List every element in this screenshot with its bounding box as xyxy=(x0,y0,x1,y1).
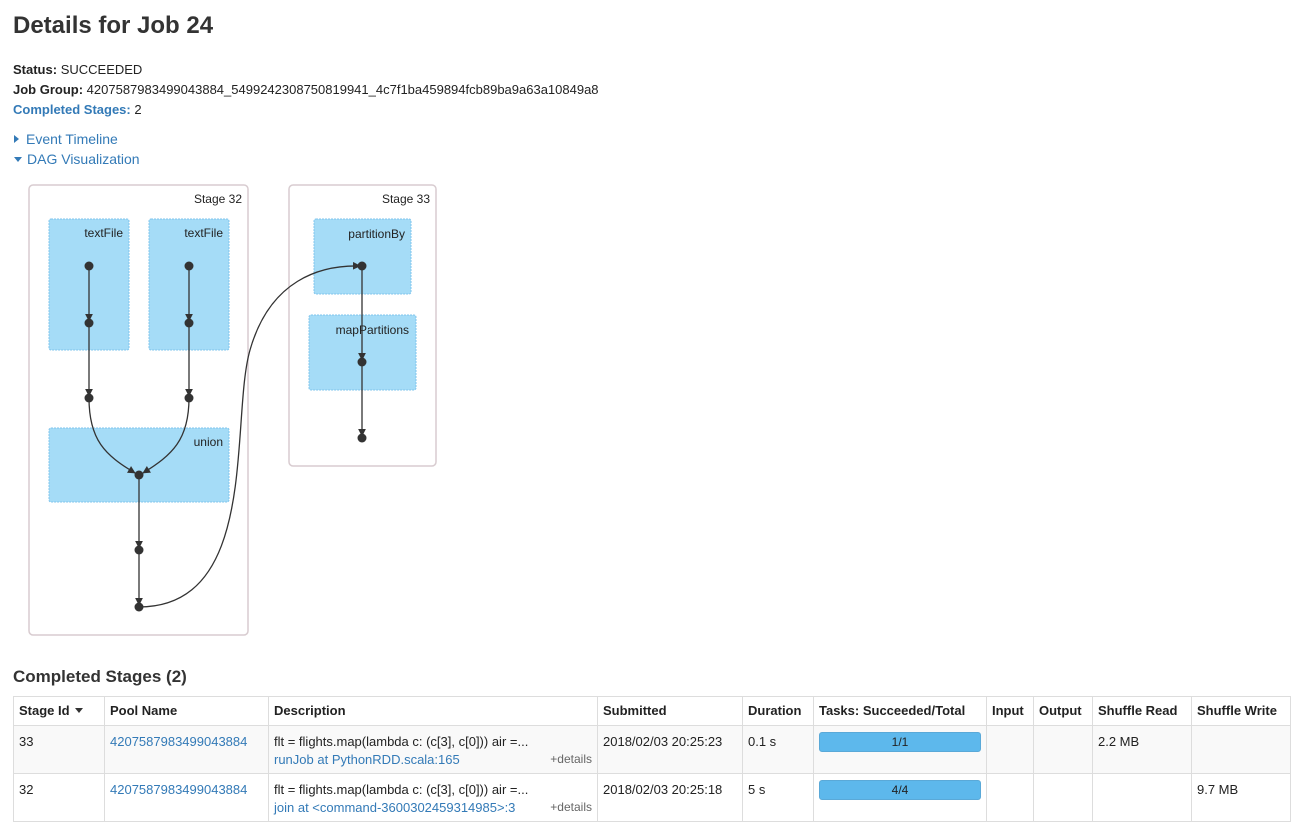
stage-32-label: Stage 32 xyxy=(194,192,242,206)
completed-stages-link[interactable]: Completed Stages: xyxy=(13,102,131,117)
job-group-line: Job Group: 4207587983499043884_549924230… xyxy=(13,82,599,98)
input-cell xyxy=(986,725,1034,774)
shuffle-write-cell: 9.7 MB xyxy=(1191,773,1291,822)
col-shuffle-read[interactable]: Shuffle Read xyxy=(1092,696,1192,726)
col-submitted[interactable]: Submitted xyxy=(597,696,743,726)
dag-visualization-toggle[interactable]: DAG Visualization xyxy=(14,151,140,167)
output-cell xyxy=(1033,725,1093,774)
completed-stages-value: 2 xyxy=(134,102,142,117)
stage-33-label: Stage 33 xyxy=(382,192,430,206)
table-header-row: Stage Id Pool Name Description Submitted… xyxy=(13,696,1291,726)
submitted-cell: 2018/02/03 20:25:23 xyxy=(597,725,743,774)
description-cell: flt = flights.map(lambda c: (c[3], c[0])… xyxy=(268,725,598,774)
tasks-progress-bar: 4/4 xyxy=(819,780,981,800)
description-cell: flt = flights.map(lambda c: (c[3], c[0])… xyxy=(268,773,598,822)
col-shuffle-write[interactable]: Shuffle Write xyxy=(1191,696,1291,726)
pool-name-link[interactable]: 4207587983499043884 xyxy=(110,782,248,797)
shuffle-read-cell xyxy=(1092,773,1192,822)
tasks-cell: 4/4 xyxy=(813,773,987,822)
status-line: Status: SUCCEEDED xyxy=(13,62,142,78)
stage-call-link[interactable]: runJob at PythonRDD.scala:165 xyxy=(274,752,460,767)
dag-visualization-label: DAG Visualization xyxy=(27,151,140,167)
col-pool-name[interactable]: Pool Name xyxy=(104,696,269,726)
description-text: flt = flights.map(lambda c: (c[3], c[0])… xyxy=(274,734,529,749)
table-row: 32 4207587983499043884 flt = flights.map… xyxy=(13,773,1291,822)
job-group-value: 4207587983499043884_5499242308750819941_… xyxy=(86,82,599,97)
tasks-progress-bar: 1/1 xyxy=(819,732,981,752)
tasks-cell: 1/1 xyxy=(813,725,987,774)
duration-cell: 0.1 s xyxy=(742,725,814,774)
col-description[interactable]: Description xyxy=(268,696,598,726)
pool-name-cell: 4207587983499043884 xyxy=(104,773,269,822)
col-tasks[interactable]: Tasks: Succeeded/Total xyxy=(813,696,987,726)
caret-down-icon xyxy=(14,157,22,162)
dag-points xyxy=(84,261,367,612)
details-toggle[interactable]: +details xyxy=(550,752,592,766)
completed-stages-heading: Completed Stages (2) xyxy=(13,667,187,686)
stage-id-cell: 33 xyxy=(13,725,105,774)
col-input[interactable]: Input xyxy=(986,696,1034,726)
caret-right-icon xyxy=(14,135,19,143)
submitted-cell: 2018/02/03 20:25:18 xyxy=(597,773,743,822)
completed-stages-line: Completed Stages: 2 xyxy=(13,102,142,118)
col-output[interactable]: Output xyxy=(1033,696,1093,726)
duration-cell: 5 s xyxy=(742,773,814,822)
stage-id-cell: 32 xyxy=(13,773,105,822)
stages-table: Stage Id Pool Name Description Submitted… xyxy=(13,696,1291,822)
pool-name-cell: 4207587983499043884 xyxy=(104,725,269,774)
union-node-label: union xyxy=(194,435,223,449)
page-title: Details for Job 24 xyxy=(13,12,214,39)
shuffle-write-cell xyxy=(1191,725,1291,774)
status-label: Status: xyxy=(13,62,58,77)
event-timeline-toggle[interactable]: Event Timeline xyxy=(14,131,118,147)
job-group-label: Job Group: xyxy=(13,82,84,97)
details-toggle[interactable]: +details xyxy=(550,800,592,814)
pool-name-link[interactable]: 4207587983499043884 xyxy=(110,734,248,749)
dag-edges xyxy=(85,261,366,608)
event-timeline-label: Event Timeline xyxy=(26,131,118,147)
input-cell xyxy=(986,773,1034,822)
sort-desc-icon xyxy=(74,708,83,713)
dag-graph: Stage 32 textFile textFile union Stage 3… xyxy=(28,184,437,636)
textfile-node-2-label: textFile xyxy=(184,226,223,240)
table-row: 33 4207587983499043884 flt = flights.map… xyxy=(13,725,1291,774)
shuffle-read-cell: 2.2 MB xyxy=(1092,725,1192,774)
col-duration[interactable]: Duration xyxy=(742,696,814,726)
col-stage-id[interactable]: Stage Id xyxy=(13,696,105,726)
status-value: SUCCEEDED xyxy=(60,62,143,77)
stage-call-link[interactable]: join at <command-3600302459314985>:3 xyxy=(274,800,516,815)
textfile-node-1-label: textFile xyxy=(84,226,123,240)
output-cell xyxy=(1033,773,1093,822)
partitionby-node-label: partitionBy xyxy=(348,227,405,241)
description-text: flt = flights.map(lambda c: (c[3], c[0])… xyxy=(274,782,529,797)
mappartitions-node-label: mapPartitions xyxy=(336,323,409,337)
